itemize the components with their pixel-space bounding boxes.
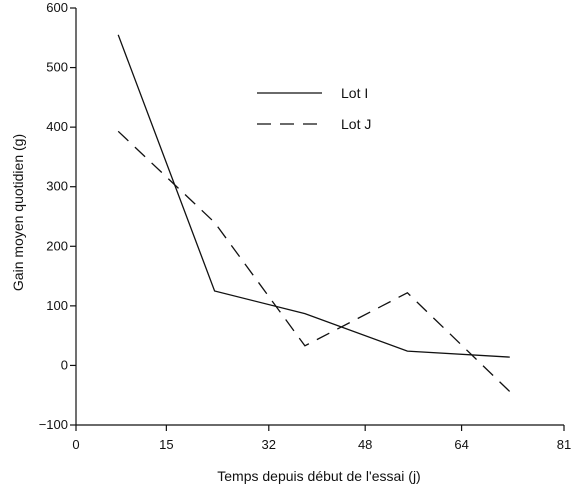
x-tick-label: 48 [358,437,372,452]
x-tick-label: 81 [557,437,571,452]
y-tick-label: −100 [39,417,68,432]
legend-label-lot-j: Lot J [341,116,371,132]
y-tick-label: 0 [61,357,68,372]
y-tick-label: 100 [46,298,68,313]
legend: Lot I Lot J [257,85,371,132]
series-layer [117,34,511,393]
series-line-lot-j [117,130,511,393]
y-axis-title: Gain moyen quotidien (g) [10,134,26,291]
x-ticks: 0 15 32 48 64 81 [72,425,571,452]
x-tick-label: 0 [72,437,79,452]
chart-axes [75,8,564,426]
x-tick-label: 15 [159,437,173,452]
y-tick-label: 600 [46,0,68,15]
y-tick-label: 400 [46,119,68,134]
x-axis-title: Temps depuis début de l'essai (j) [217,468,420,484]
y-ticks: −100 0 100 200 300 400 500 600 [39,0,76,432]
x-tick-label: 32 [262,437,276,452]
series-line-lot-i [117,34,510,358]
x-tick-label: 64 [454,437,468,452]
y-tick-label: 300 [46,179,68,194]
y-tick-label: 500 [46,60,68,75]
y-tick-label: 200 [46,238,68,253]
legend-label-lot-i: Lot I [341,85,368,101]
legend-item-lot-i: Lot I [257,85,368,101]
legend-item-lot-j: Lot J [257,116,371,132]
